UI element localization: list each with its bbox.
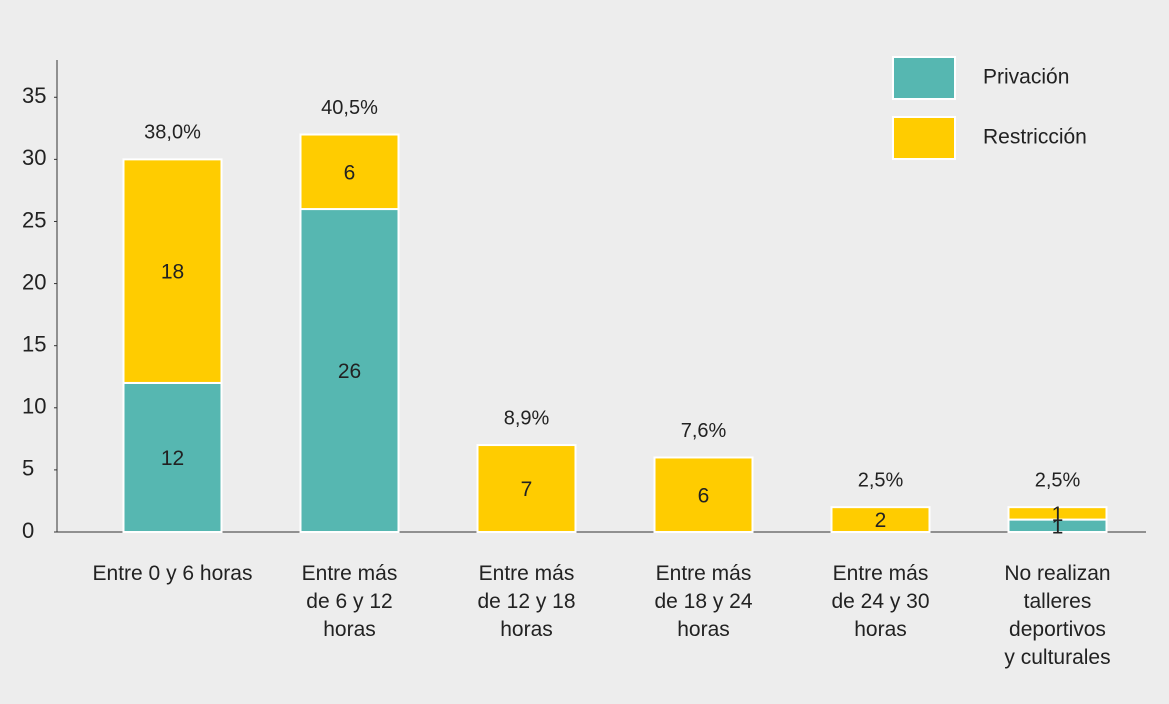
total-label: 7,6%	[681, 420, 727, 442]
y-tick-label: 5	[22, 456, 34, 481]
x-tick-label: Entre más de 18 y 24 horas	[654, 562, 752, 641]
bar-segment	[122, 158, 223, 384]
y-tick-label: 0	[22, 518, 34, 543]
y-tick-label: 15	[22, 331, 46, 356]
x-tick-line: de 24 y 30	[831, 590, 929, 613]
bar-segment	[1007, 506, 1108, 521]
bar-segment	[476, 444, 577, 534]
y-tick-label: 20	[22, 269, 46, 294]
x-tick-line: y culturales	[1004, 646, 1110, 669]
x-tick-line: No realizan	[1004, 562, 1110, 585]
x-tick-label: Entre más de 6 y 12 horas	[302, 562, 398, 641]
x-tick-line: horas	[500, 618, 553, 641]
data-label: 1	[1052, 515, 1064, 538]
x-tick-label: Entre más de 24 y 30 horas	[831, 562, 929, 641]
data-label: 1	[1052, 503, 1064, 526]
x-tick-line: Entre más	[479, 562, 575, 585]
data-label: 26	[338, 360, 361, 383]
legend-swatch	[892, 56, 956, 100]
data-label: 18	[161, 261, 184, 284]
x-tick-line: deportivos	[1009, 618, 1106, 641]
x-tick-line: de 6 y 12	[306, 590, 392, 613]
data-label: 12	[161, 447, 184, 470]
x-tick-line: de 18 y 24	[654, 590, 752, 613]
y-tick-label: 25	[22, 207, 46, 232]
y-tick-label: 35	[22, 83, 46, 108]
x-tick-label: No realizan talleres deportivos y culturale…	[1004, 562, 1110, 669]
total-label: 38,0%	[144, 122, 201, 144]
bar-segment	[653, 456, 754, 534]
bar-segment	[299, 208, 400, 533]
x-tick-line: talleres	[1024, 590, 1092, 613]
x-tick-label: Entre 0 y 6 horas	[93, 562, 253, 585]
x-tick-line: horas	[854, 618, 907, 641]
y-tick-label: 30	[22, 145, 46, 170]
x-tick-label: Entre más de 12 y 18 horas	[477, 562, 575, 641]
total-label: 40,5%	[321, 97, 378, 119]
bar-segment	[122, 381, 223, 533]
legend-swatch	[892, 116, 956, 160]
x-tick-line: horas	[323, 618, 376, 641]
bar-segment	[830, 506, 931, 534]
legend-label: Privación	[983, 66, 1069, 89]
total-label: 8,9%	[504, 407, 550, 429]
x-tick-line: Entre más	[656, 562, 752, 585]
total-label: 2,5%	[1035, 469, 1081, 491]
data-label: 6	[344, 161, 356, 184]
y-tick-label: 10	[22, 394, 46, 419]
data-label: 2	[875, 509, 887, 532]
data-label: 7	[521, 478, 533, 501]
data-label: 6	[698, 484, 710, 507]
x-tick-line: Entre 0 y 6 horas	[93, 562, 253, 585]
x-tick-line: Entre más	[833, 562, 929, 585]
bar-segment	[299, 133, 400, 211]
legend-label: Restricción	[983, 126, 1087, 149]
x-tick-line: horas	[677, 618, 730, 641]
total-label: 2,5%	[858, 469, 904, 491]
x-tick-line: de 12 y 18	[477, 590, 575, 613]
x-tick-line: Entre más	[302, 562, 398, 585]
